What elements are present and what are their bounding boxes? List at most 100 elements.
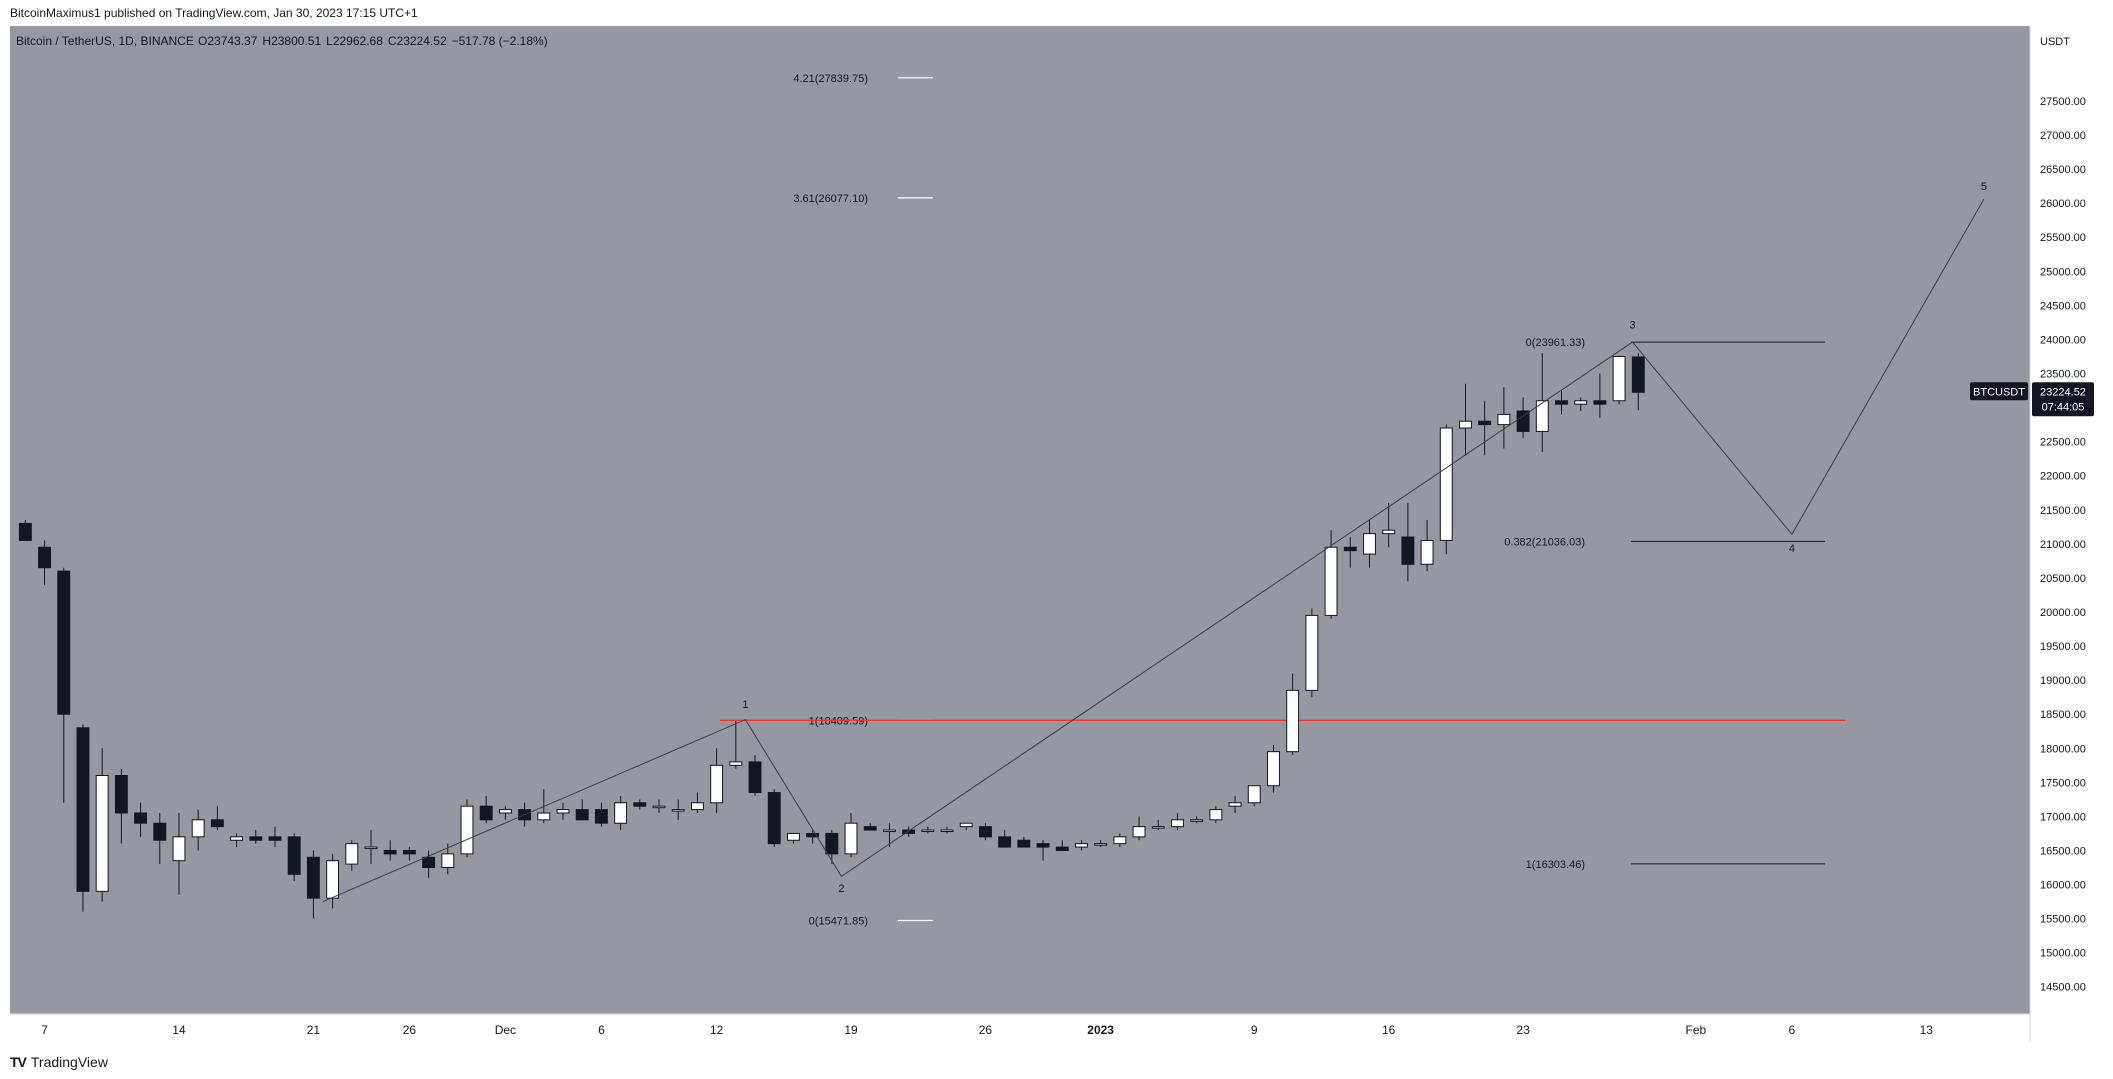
- candle-body: [614, 802, 628, 824]
- candle-down: [594, 802, 608, 827]
- candle-down: [806, 830, 820, 844]
- candle-body: [76, 727, 90, 892]
- candle-body: [114, 775, 128, 814]
- y-tick-label: 24000.00: [2040, 334, 2086, 346]
- candle-up: [614, 795, 628, 831]
- candle-up: [1420, 520, 1434, 572]
- candle-up: [1228, 795, 1242, 813]
- x-tick-label: Dec: [495, 1023, 516, 1037]
- y-tick-label: 26000.00: [2040, 198, 2086, 210]
- candle-body: [326, 860, 340, 899]
- candle-body: [1074, 843, 1088, 848]
- x-tick-label: 12: [710, 1023, 724, 1037]
- ohlc-readout: O23743.37 H23800.51 L22962.68 C23224.52 −517…: [198, 34, 548, 48]
- candle-up: [1209, 806, 1223, 824]
- candle-body: [422, 856, 436, 869]
- symbol-tag-text: BTCUSDT: [1973, 386, 2025, 398]
- candle-up: [1113, 833, 1127, 848]
- candle-body: [1190, 819, 1204, 822]
- y-tick-label: 18500.00: [2040, 709, 2086, 721]
- candle-down: [863, 823, 877, 831]
- candle-up: [652, 799, 666, 813]
- candle-body: [402, 849, 416, 855]
- candle-body: [1171, 819, 1184, 828]
- candle-body: [1228, 802, 1242, 807]
- x-tick-label: 2023: [1087, 1023, 1114, 1037]
- candle-body: [594, 809, 608, 824]
- candle-down: [1555, 390, 1568, 415]
- candle-body: [1497, 413, 1511, 426]
- y-axis-area[interactable]: [2030, 26, 2113, 1050]
- candle-body: [767, 792, 781, 845]
- candle-body: [806, 832, 820, 838]
- candle-body: [902, 829, 916, 834]
- y-tick-label: 20500.00: [2040, 573, 2086, 585]
- candle-down: [633, 799, 647, 810]
- candle-body: [825, 832, 839, 855]
- chart[interactable]: 27500.00 27000.00 26500.00 26000.00 25500.00…: [0, 26, 2113, 1050]
- candle-body: [998, 836, 1012, 848]
- candle-up: [326, 853, 340, 909]
- candle-down: [153, 812, 167, 865]
- y-tick-label: 22500.00: [2040, 437, 2086, 449]
- candle-body: [921, 829, 935, 833]
- candle-up: [1247, 785, 1261, 807]
- candle-up: [671, 799, 685, 820]
- candle-body: [786, 832, 800, 841]
- x-axis-ticks: 7 14 21 26 Dec 6 12 19 26 2023 9 16 23 Feb 6 13: [41, 1023, 1933, 1037]
- candle-body: [1574, 400, 1588, 405]
- x-tick-label: 6: [1789, 1023, 1796, 1037]
- candle-body: [1267, 751, 1280, 787]
- candle-body: [1017, 839, 1031, 848]
- change-value: −517.78 (−2.18%): [452, 34, 548, 48]
- candle-body: [172, 836, 186, 862]
- candle-up: [959, 822, 973, 831]
- candle-body: [1151, 826, 1165, 829]
- candle-up: [441, 843, 455, 875]
- candle-down: [422, 850, 436, 878]
- x-tick-label: 13: [1920, 1023, 1934, 1037]
- symbol-name: Bitcoin / TetherUS, 1D, BINANCE: [16, 34, 194, 48]
- candle-up: [230, 833, 244, 848]
- candle-down: [210, 806, 224, 831]
- candle-down: [1343, 537, 1357, 568]
- x-tick-label: 9: [1251, 1023, 1258, 1037]
- candle-up: [1305, 608, 1319, 698]
- candle-body: [844, 822, 858, 855]
- candle-body: [1535, 400, 1549, 432]
- y-tick-label: 27500.00: [2040, 96, 2086, 108]
- candle-down: [1631, 353, 1645, 411]
- candle-up: [710, 748, 724, 813]
- candle-up: [921, 826, 935, 834]
- candle-up: [1132, 816, 1146, 841]
- candle-body: [729, 761, 743, 766]
- candle-body: [383, 849, 397, 855]
- candle-body: [249, 836, 263, 841]
- x-tick-label: 6: [598, 1023, 605, 1037]
- candle-body: [959, 822, 973, 828]
- candle-up: [1286, 673, 1300, 756]
- bar-countdown: 07:44:05: [2042, 401, 2085, 413]
- candle-up: [345, 840, 359, 871]
- candle-body: [57, 570, 71, 715]
- candle-body: [95, 775, 109, 892]
- candle-body: [1439, 427, 1453, 541]
- candle-body: [134, 812, 148, 824]
- fib-level-label: 1(16303.46): [1526, 859, 1585, 871]
- candle-up: [1459, 383, 1472, 456]
- candle-up: [498, 806, 512, 820]
- published-line: BitcoinMaximus1 published on TradingView…: [10, 6, 418, 20]
- candle-body: [863, 826, 877, 831]
- candle-up: [364, 830, 378, 865]
- y-tick-label: 19000.00: [2040, 675, 2086, 687]
- wave-path-line: [322, 198, 1985, 903]
- y-tick-label: 15500.00: [2040, 914, 2086, 926]
- x-tick-label: 7: [41, 1023, 48, 1037]
- candle-up: [844, 812, 858, 858]
- y-tick-label: 23500.00: [2040, 369, 2086, 381]
- candle-body: [1094, 843, 1108, 846]
- candle-body: [1132, 826, 1146, 838]
- candle-body: [537, 812, 551, 821]
- candle-body: [1113, 836, 1127, 845]
- fib-level-label: 4.21(27839.75): [793, 73, 868, 85]
